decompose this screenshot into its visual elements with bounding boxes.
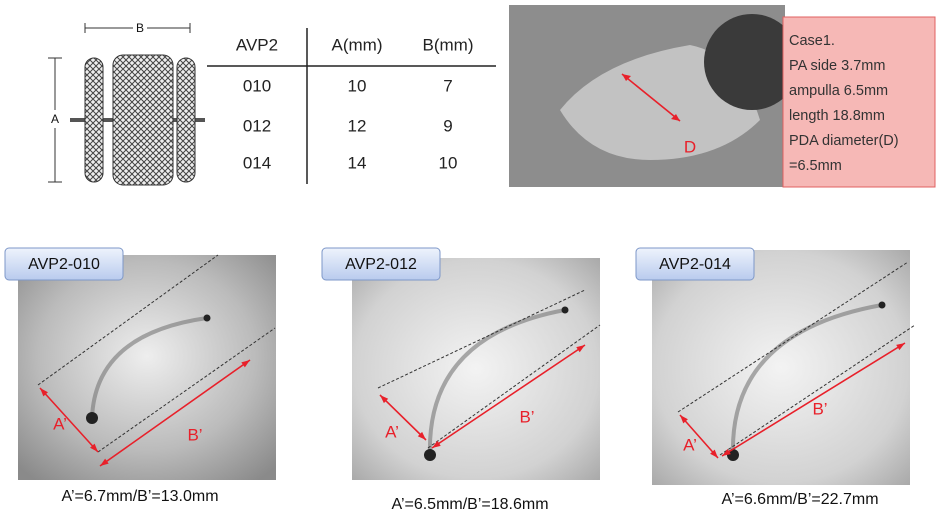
table-cell: 7 (443, 76, 452, 95)
panel: A’ B’ AVP2-012 A’=6.5mm/B’=18.6mm (322, 248, 600, 513)
device-diagram: B A (47, 19, 205, 185)
label-b: B’ (812, 399, 827, 418)
case-note-line: length 18.8mm (789, 108, 885, 124)
marker-dot (204, 315, 211, 322)
table-header: B(mm) (423, 35, 474, 54)
figure: B A AVP2 A(mm) B(mm) 010 10 7 012 12 9 014 14 10… (0, 0, 937, 516)
label-a: A’ (683, 435, 697, 454)
device-label-a: A (51, 112, 59, 126)
table-cell: 014 (243, 153, 271, 172)
case-image: D Case1. PA side 3.7mm ampulla 6.5mm length… (509, 5, 935, 187)
panel-caption: A’=6.7mm/B’=13.0mm (61, 488, 218, 505)
case-note-line: =6.5mm (789, 158, 842, 174)
table-cell: 14 (348, 153, 367, 172)
page: {"device": {"label_a": "A", "label_b": "… (0, 0, 937, 516)
label-a: A’ (385, 422, 399, 441)
case-marker: D (684, 137, 696, 156)
panel-title: AVP2-012 (345, 256, 417, 273)
label-b: B’ (187, 425, 202, 444)
case-note-line: Case1. (789, 33, 835, 49)
table-header: A(mm) (332, 35, 383, 54)
table-cell: 12 (348, 116, 367, 135)
angiogram (352, 258, 600, 480)
table-cell: 10 (348, 76, 367, 95)
table-header: AVP2 (236, 35, 278, 54)
panel: A’ B’ AVP2-014 A’=6.6mm/B’=22.7mm (636, 248, 915, 508)
label-a: A’ (53, 414, 67, 433)
table-cell: 010 (243, 76, 271, 95)
marker-dot (727, 449, 739, 461)
marker-dot (424, 449, 436, 461)
panel-title: AVP2-010 (28, 256, 100, 273)
panel-caption: A’=6.6mm/B’=22.7mm (721, 491, 878, 508)
label-b: B’ (519, 407, 534, 426)
panel-caption: A’=6.5mm/B’=18.6mm (391, 496, 548, 513)
device-label-b: B (136, 21, 144, 35)
marker-dot (562, 307, 569, 314)
table-cell: 10 (439, 153, 458, 172)
panel-title: AVP2-014 (659, 256, 731, 273)
marker-dot (86, 412, 98, 424)
angiogram (18, 255, 276, 480)
table-cell: 9 (443, 116, 452, 135)
table-cell: 012 (243, 116, 271, 135)
marker-dot (879, 302, 886, 309)
table: AVP2 A(mm) B(mm) 010 10 7 012 12 9 014 14 10 (207, 28, 496, 184)
case-note-line: PDA diameter(D) (789, 133, 899, 149)
panel: A’ B’ AVP2-010 A’=6.7mm/B’=13.0mm (5, 248, 276, 505)
case-note-line: PA side 3.7mm (789, 58, 885, 74)
case-note-line: ampulla 6.5mm (789, 83, 888, 99)
